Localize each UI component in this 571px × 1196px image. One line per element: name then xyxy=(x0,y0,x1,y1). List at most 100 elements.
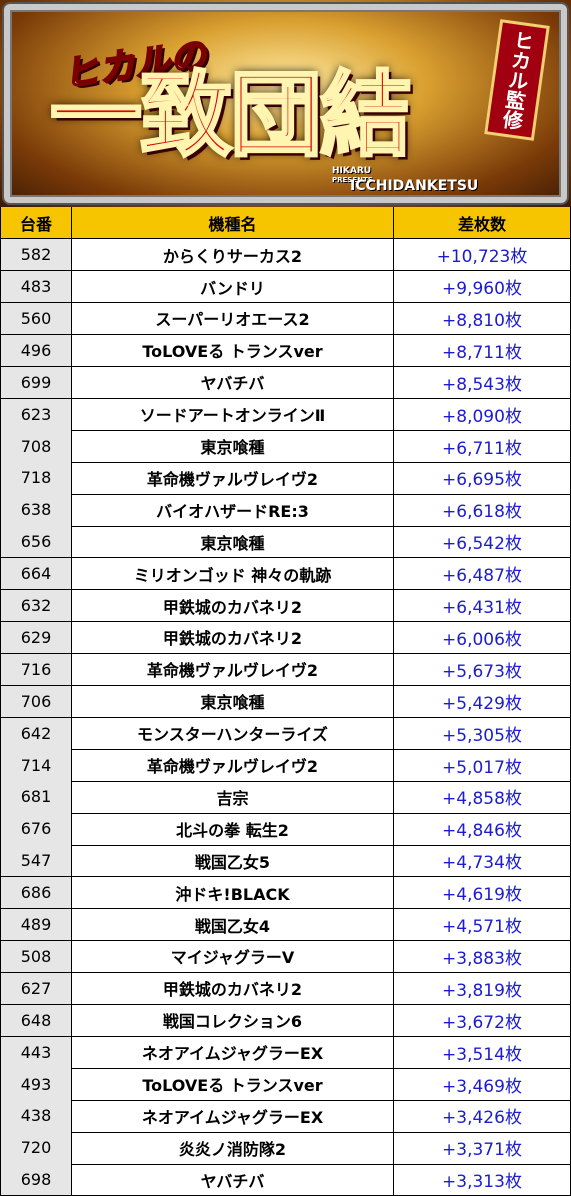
machine-number: 493 xyxy=(0,1068,72,1101)
coin-difference: +6,431枚 xyxy=(394,589,571,623)
table: 台番 機種名 差枚数 582 からくりサーカス2 +10,723枚 483 バンドリ +9,96… xyxy=(0,207,571,1196)
machine-name: 戦国乙女4 xyxy=(72,908,394,942)
coin-difference: +6,695枚 xyxy=(394,462,571,495)
machine-number: 681 xyxy=(0,781,72,814)
machine-name: マイジャグラーV xyxy=(72,940,394,974)
machine-name: 北斗の拳 転生2 xyxy=(72,813,394,846)
coin-difference: +5,017枚 xyxy=(394,749,571,782)
machine-name: バイオハザードRE:3 xyxy=(72,494,394,527)
machine-name: 革命機ヴァルヴレイヴ2 xyxy=(72,462,394,495)
machine-name: バンドリ xyxy=(72,270,394,304)
coin-difference: +3,514枚 xyxy=(394,1036,571,1069)
coin-difference: +6,542枚 xyxy=(394,526,571,559)
banner-title: 一致団結 xyxy=(48,62,413,169)
machine-name: 東京喰種 xyxy=(72,430,394,463)
machine-name: モンスターハンターライズ xyxy=(72,717,394,750)
machine-number: 698 xyxy=(0,1164,72,1196)
machine-number: 720 xyxy=(0,1132,72,1165)
machine-name: 革命機ヴァルヴレイヴ2 xyxy=(72,653,394,687)
machine-name: 東京喰種 xyxy=(72,526,394,559)
machine-number: 648 xyxy=(0,1004,72,1037)
machine-number: 560 xyxy=(0,302,72,336)
machine-name: 革命機ヴァルヴレイヴ2 xyxy=(72,749,394,782)
coin-difference: +3,819枚 xyxy=(394,972,571,1006)
machine-number: 664 xyxy=(0,558,72,591)
machine-number: 716 xyxy=(0,653,72,687)
machine-number: 718 xyxy=(0,462,72,495)
coin-difference: +4,858枚 xyxy=(394,781,571,814)
machine-name: 吉宗 xyxy=(72,781,394,814)
machine-name: 炎炎ノ消防隊2 xyxy=(72,1132,394,1165)
coin-difference: +6,006枚 xyxy=(394,621,571,655)
coin-difference: +3,672枚 xyxy=(394,1004,571,1037)
header-cell: 機種名 xyxy=(72,207,394,239)
machine-name: 甲鉄城のカバネリ2 xyxy=(72,621,394,655)
machine-name: 甲鉄城のカバネリ2 xyxy=(72,589,394,623)
machine-number: 496 xyxy=(0,334,72,368)
banner-subtitle: HIKARU xyxy=(332,166,372,176)
machine-number: 686 xyxy=(0,877,72,910)
coin-difference: +6,487枚 xyxy=(394,558,571,591)
machine-number: 547 xyxy=(0,845,72,878)
machine-name: 戦国乙女5 xyxy=(72,845,394,878)
machine-number: 623 xyxy=(0,398,72,431)
machine-number: 708 xyxy=(0,430,72,463)
coin-difference: +5,305枚 xyxy=(394,717,571,750)
coin-difference: +3,313枚 xyxy=(394,1164,571,1196)
banner: ヒカルの 一致団結 ヒカル監修 HIKARU PRESENTS ICCHIDAN… xyxy=(0,0,571,207)
machine-number: 443 xyxy=(0,1036,72,1069)
machine-name: 甲鉄城のカバネリ2 xyxy=(72,972,394,1006)
machine-number: 627 xyxy=(0,972,72,1006)
banner-frame xyxy=(4,4,567,203)
coin-difference: +4,619枚 xyxy=(394,877,571,910)
coin-difference: +4,571枚 xyxy=(394,908,571,942)
machine-name: ToLOVEる トランスver xyxy=(72,1068,394,1101)
coin-difference: +5,673枚 xyxy=(394,653,571,687)
coin-difference: +5,429枚 xyxy=(394,685,571,718)
machine-name: スーパーリオエース2 xyxy=(72,302,394,336)
machine-number: 632 xyxy=(0,589,72,623)
machine-name: 東京喰種 xyxy=(72,685,394,718)
machine-name: ヤバチバ xyxy=(72,1164,394,1196)
banner-subtitle: ICCHIDANKETSU xyxy=(350,178,479,194)
machine-number: 638 xyxy=(0,494,72,527)
machine-name: ソードアートオンラインⅡ xyxy=(72,398,394,431)
coin-difference: +4,846枚 xyxy=(394,813,571,846)
machine-number: 438 xyxy=(0,1100,72,1133)
machine-name: ミリオンゴッド 神々の軌跡 xyxy=(72,558,394,591)
machine-name: 沖ドキ!BLACK xyxy=(72,877,394,910)
coin-difference: +8,810枚 xyxy=(394,302,571,336)
coin-difference: +4,734枚 xyxy=(394,845,571,878)
machine-number: 629 xyxy=(0,621,72,655)
machine-name: ToLOVEる トランスver xyxy=(72,334,394,368)
machine-name: ネオアイムジャグラーEX xyxy=(72,1036,394,1069)
machine-number: 489 xyxy=(0,908,72,942)
coin-difference: +3,371枚 xyxy=(394,1132,571,1165)
machine-number: 706 xyxy=(0,685,72,718)
machine-number: 642 xyxy=(0,717,72,750)
machine-number: 508 xyxy=(0,940,72,974)
machine-number: 582 xyxy=(0,239,72,272)
machine-number: 656 xyxy=(0,526,72,559)
coin-difference: +6,711枚 xyxy=(394,430,571,463)
machine-number: 483 xyxy=(0,270,72,304)
coin-difference: +8,543枚 xyxy=(394,366,571,399)
machine-number: 714 xyxy=(0,749,72,782)
machine-name: ネオアイムジャグラーEX xyxy=(72,1100,394,1133)
header-cell: 差枚数 xyxy=(394,207,571,239)
banner-subtitle: PRESENTS xyxy=(332,176,373,184)
machine-name: ヤバチバ xyxy=(72,366,394,399)
coin-difference: +6,618枚 xyxy=(394,494,571,527)
coin-difference: +10,723枚 xyxy=(394,239,571,272)
coin-difference: +3,469枚 xyxy=(394,1068,571,1101)
machine-name: からくりサーカス2 xyxy=(72,239,394,272)
header-cell: 台番 xyxy=(0,207,72,239)
coin-difference: +3,426枚 xyxy=(394,1100,571,1133)
coin-difference: +9,960枚 xyxy=(394,270,571,304)
coin-difference: +8,711枚 xyxy=(394,334,571,368)
machine-number: 676 xyxy=(0,813,72,846)
machine-name: 戦国コレクション6 xyxy=(72,1004,394,1037)
machine-number: 699 xyxy=(0,366,72,399)
coin-difference: +3,883枚 xyxy=(394,940,571,974)
